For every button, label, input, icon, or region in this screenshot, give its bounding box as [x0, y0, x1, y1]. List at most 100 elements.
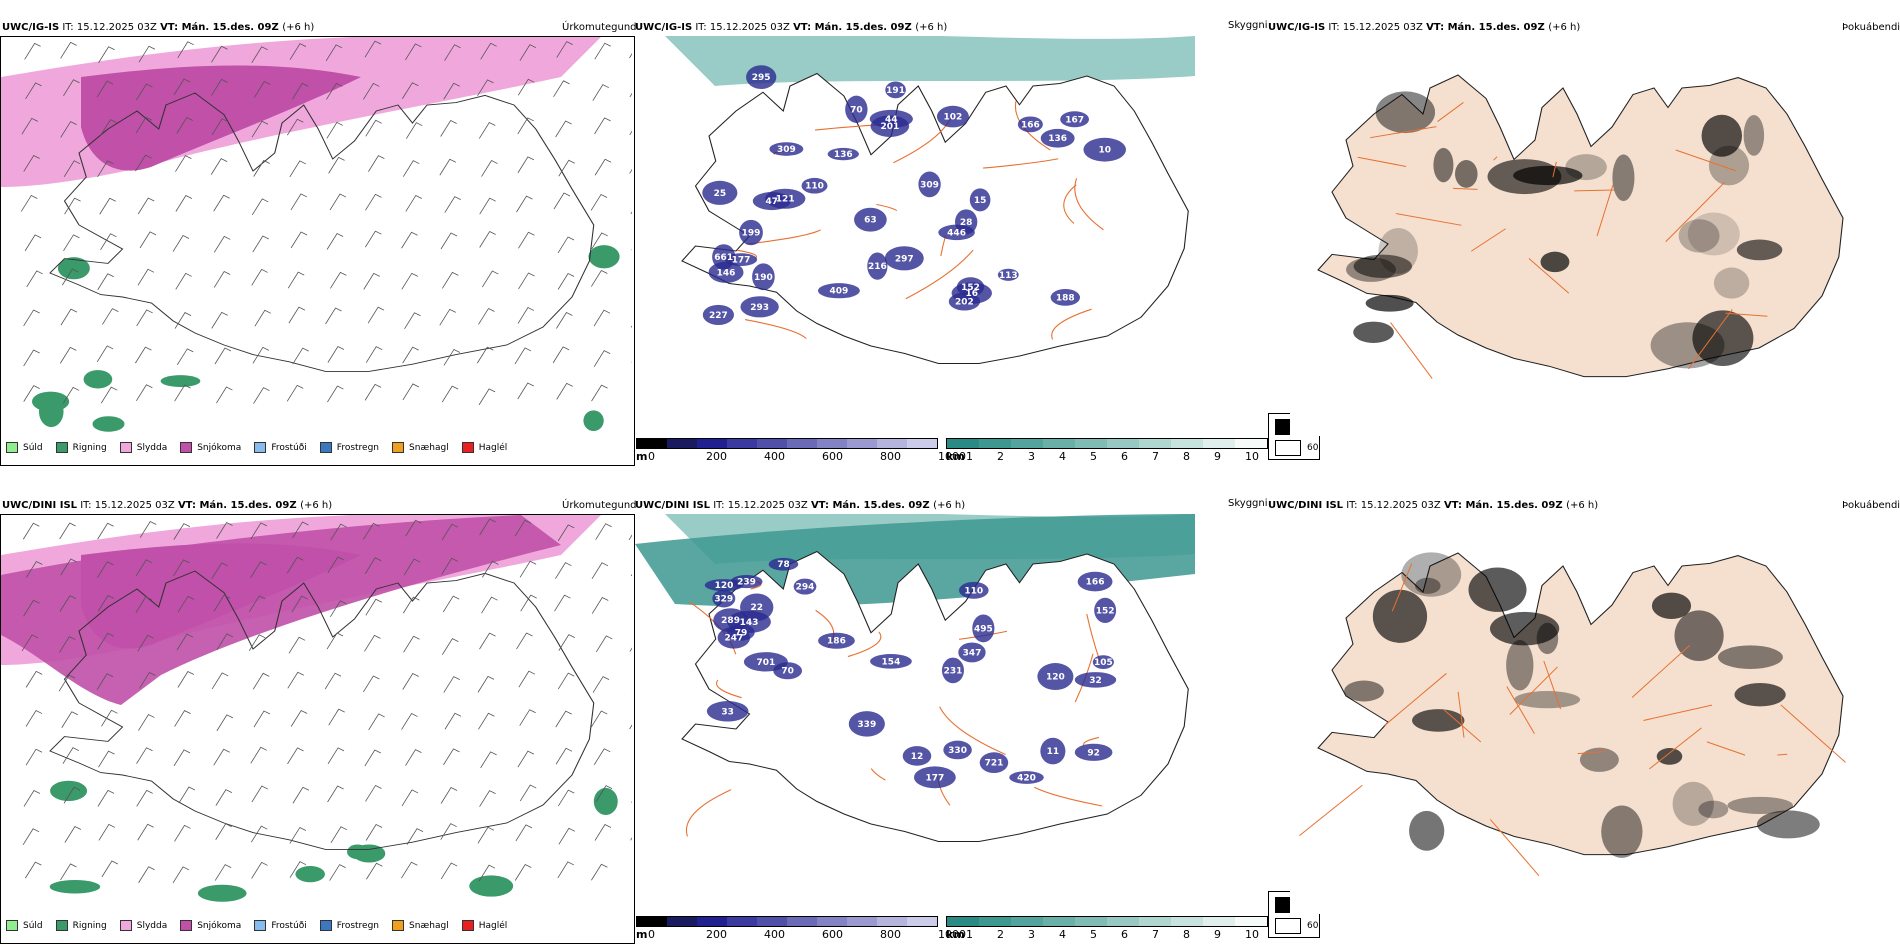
legend-label: Slydda	[136, 920, 168, 931]
ceiling-tick: 200	[706, 450, 727, 463]
road-line	[847, 631, 882, 658]
visibility-tick: 2	[997, 450, 1004, 463]
wind-barb	[402, 383, 420, 401]
precip-title: Úrkomutegund	[562, 500, 637, 511]
precip-map[interactable]	[1, 515, 632, 913]
legend-swatch	[254, 442, 267, 453]
wind-barb	[516, 195, 533, 213]
it-label: IT:	[1328, 22, 1343, 33]
rain-cell	[588, 245, 620, 269]
road-line	[1370, 126, 1437, 139]
ceiling-value-label: 78	[777, 560, 790, 570]
wind-barb	[327, 345, 345, 363]
wind-barb	[364, 749, 381, 767]
wind-barb	[98, 823, 116, 841]
legend-swatch	[6, 442, 18, 453]
wind-barb	[595, 635, 613, 653]
ceiling-value-label: 110	[964, 586, 983, 596]
ceiling-value-label: 10	[1098, 146, 1111, 156]
wind-barb	[292, 521, 309, 539]
legend-label: Haglél	[478, 920, 508, 931]
wind-barb	[136, 747, 153, 764]
fog-cell	[1433, 147, 1454, 183]
colorbar-segment	[1043, 917, 1075, 926]
cloud-ceiling-map[interactable]: 347 154 143 247 110 92 186 231 22 239 166 294 289 339…	[635, 514, 1255, 914]
precip-legend-item: Snjókoma	[180, 442, 241, 453]
low-ceiling-cell	[752, 263, 775, 291]
rain-cell	[83, 370, 113, 389]
road-line	[1074, 178, 1104, 231]
precip-title: Úrkomutegund	[562, 22, 637, 33]
wind-barb	[288, 636, 306, 654]
ceiling-value-label: 63	[864, 216, 877, 226]
model-name: UWC/DINI ISL	[1268, 500, 1344, 511]
road-line	[1777, 753, 1788, 756]
wind-barb	[439, 308, 456, 326]
wind-barb	[287, 671, 304, 689]
it-value: 15.12.2025 03Z	[76, 22, 161, 33]
road-line	[1649, 727, 1702, 770]
wind-barb	[138, 45, 156, 63]
ceiling-value-label: 166	[1021, 120, 1040, 130]
legend-label: 60	[1307, 443, 1319, 453]
wind-barb	[136, 384, 153, 401]
wind-barb	[591, 863, 608, 881]
ceiling-value-label: 11	[1047, 747, 1060, 757]
fog-cell	[1601, 805, 1643, 858]
wind-barb	[64, 197, 81, 215]
ceiling-tick: 200	[706, 928, 727, 941]
low-ceiling-cell	[938, 224, 975, 241]
wind-barb	[216, 633, 234, 651]
precip-legend-item: Haglél	[461, 442, 507, 453]
wind-barb	[476, 346, 494, 364]
ceiling-value-label: 330	[948, 746, 967, 756]
wind-barb	[517, 117, 534, 135]
colorbar-segment	[907, 917, 937, 926]
rain-cell	[49, 879, 101, 894]
wind-barb	[595, 523, 612, 540]
visibility-tick: 3	[1028, 450, 1035, 463]
wind-barb	[402, 160, 420, 177]
wind-barb	[290, 709, 308, 727]
cloud-title: Skyggni	[1228, 498, 1268, 509]
colorbar-segment	[757, 917, 787, 926]
wind-barb	[591, 270, 608, 287]
low-ceiling-cell	[1040, 737, 1066, 765]
fog-index-map[interactable]	[1290, 514, 1890, 914]
wind-barb	[23, 385, 40, 402]
wind-barb	[518, 670, 536, 688]
low-ceiling-cell	[1050, 289, 1081, 306]
low-ceiling-cell	[727, 624, 755, 641]
lead-time: (+6 h)	[1548, 22, 1581, 33]
ceiling-value-label: 79	[735, 628, 748, 638]
wind-barb	[481, 160, 498, 177]
visibility-unit: km	[946, 928, 965, 941]
visibility-tick: 10	[1245, 928, 1259, 941]
low-ceiling-cell	[1009, 771, 1044, 784]
fog-index-map[interactable]	[1290, 36, 1890, 436]
wind-barb	[102, 308, 119, 325]
legend-label: Snjókoma	[197, 920, 242, 931]
precip-map[interactable]	[1, 37, 632, 435]
precip-legend-item: Snæhagl	[392, 442, 449, 453]
colorbar-segment	[637, 439, 667, 448]
wind-barb	[216, 714, 234, 732]
wind-barb	[137, 268, 155, 286]
wind-barb	[97, 160, 114, 178]
ceiling-value-label: 12	[911, 752, 924, 762]
colorbar-segment	[1107, 917, 1139, 926]
rain-cell	[50, 780, 88, 802]
wind-barb	[363, 82, 380, 100]
fog-cell	[1401, 552, 1462, 597]
wind-barb	[176, 633, 194, 651]
wind-barb	[97, 789, 115, 807]
wind-barb	[558, 827, 576, 845]
cloud-title: Skyggni	[1228, 20, 1268, 31]
wind-barb	[286, 118, 304, 136]
wind-barb	[63, 234, 80, 252]
wind-barb	[442, 638, 459, 655]
visibility-tick: 5	[1090, 928, 1097, 941]
wind-barb	[326, 82, 343, 100]
road-line	[1543, 660, 1562, 710]
